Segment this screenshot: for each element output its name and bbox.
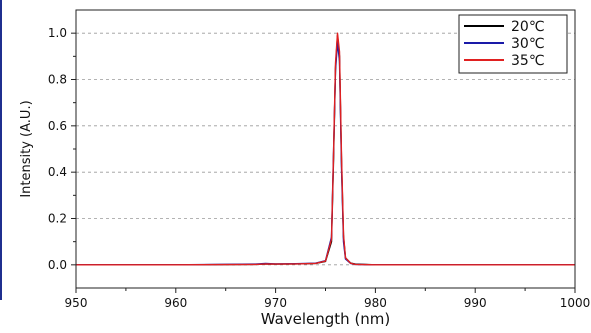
- series-line: [76, 32, 575, 266]
- x-tick-label: 950: [65, 296, 88, 310]
- y-tick-label: 0.0: [48, 258, 67, 272]
- legend-label: 30℃: [511, 36, 545, 52]
- y-tick-label: 0.2: [48, 212, 67, 226]
- x-tick-label: 980: [364, 296, 387, 310]
- axis-ticks: 950 960 970 980 990 1000 0.0 0.2 0.4 0.6 0.8 1.0: [48, 26, 590, 310]
- y-tick-label: 0.4: [48, 165, 67, 179]
- x-axis-label: Wavelength (nm): [261, 310, 391, 328]
- legend: 20℃30℃35℃: [458, 14, 568, 74]
- series-line: [76, 41, 575, 266]
- y-tick-label: 1.0: [48, 26, 67, 40]
- left-border-rule: [0, 0, 2, 300]
- x-tick-label: 1000: [560, 296, 591, 310]
- legend-label: 20℃: [511, 19, 545, 35]
- x-tick-label: 970: [264, 296, 287, 310]
- series-lines: [76, 32, 575, 266]
- legend-label: 35℃: [511, 53, 545, 69]
- y-tick-label: 0.8: [48, 73, 67, 87]
- x-tick-label: 990: [464, 296, 487, 310]
- x-tick-label: 960: [164, 296, 187, 310]
- y-tick-label: 0.6: [48, 119, 67, 133]
- y-axis-label: Intensity (A.U.): [19, 100, 34, 197]
